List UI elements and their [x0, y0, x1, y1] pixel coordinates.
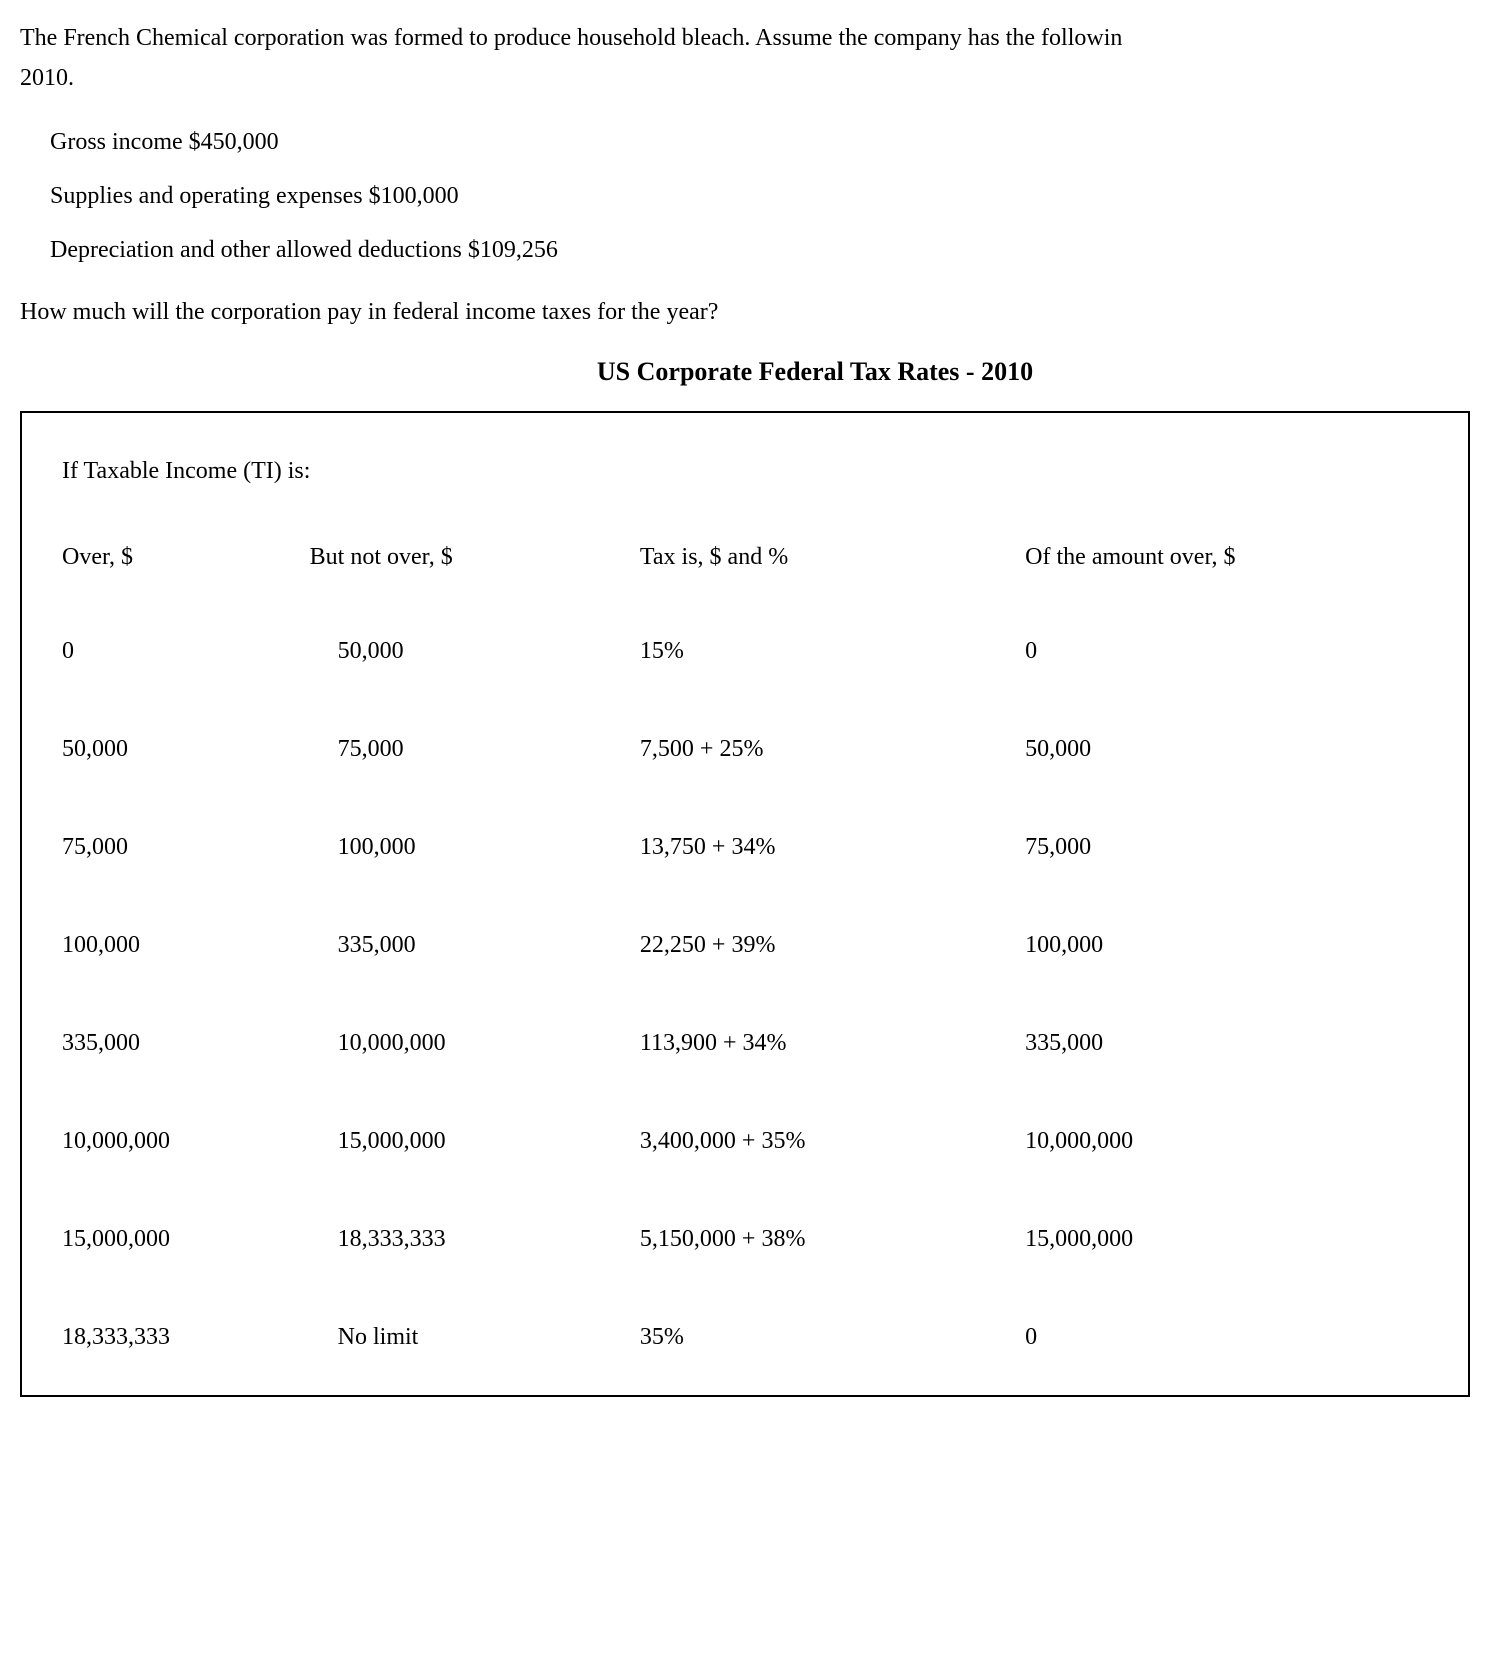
table-row: 75,000 100,000 13,750 + 34% 75,000	[62, 829, 1438, 927]
table-row: 100,000 335,000 22,250 + 39% 100,000	[62, 927, 1438, 1025]
intro-line-2: 2010.	[20, 60, 1470, 96]
intro-line-1: The French Chemical corporation was form…	[20, 20, 1470, 56]
col-header-not-over: But not over, $	[310, 539, 640, 633]
financial-item-1: Gross income $450,000	[50, 124, 1470, 160]
problem-intro: The French Chemical corporation was form…	[20, 20, 1470, 96]
table-row: 10,000,000 15,000,000 3,400,000 + 35% 10…	[62, 1123, 1438, 1221]
tax-table-title: US Corporate Federal Tax Rates - 2010	[20, 352, 1470, 391]
table-row: 15,000,000 18,333,333 5,150,000 + 38% 15…	[62, 1221, 1438, 1319]
tax-table-container: If Taxable Income (TI) is: Over, $ But n…	[20, 411, 1470, 1397]
col-header-tax: Tax is, $ and %	[640, 539, 1025, 633]
financial-items: Gross income $450,000 Supplies and opera…	[20, 124, 1470, 268]
table-row: 335,000 10,000,000 113,900 + 34% 335,000	[62, 1025, 1438, 1123]
col-header-over: Over, $	[62, 539, 310, 633]
col-header-amount-over: Of the amount over, $	[1025, 539, 1438, 633]
table-row: 50,000 75,000 7,500 + 25% 50,000	[62, 731, 1438, 829]
table-row: 0 50,000 15% 0	[62, 633, 1438, 731]
table-header-label: If Taxable Income (TI) is:	[62, 453, 1438, 489]
question-text: How much will the corporation pay in fed…	[20, 294, 1470, 330]
financial-item-3: Depreciation and other allowed deduction…	[50, 232, 1470, 268]
tax-rates-table: Over, $ But not over, $ Tax is, $ and % …	[62, 539, 1438, 1355]
financial-item-2: Supplies and operating expenses $100,000	[50, 178, 1470, 214]
table-row: 18,333,333 No limit 35% 0	[62, 1319, 1438, 1355]
table-header-row: Over, $ But not over, $ Tax is, $ and % …	[62, 539, 1438, 633]
